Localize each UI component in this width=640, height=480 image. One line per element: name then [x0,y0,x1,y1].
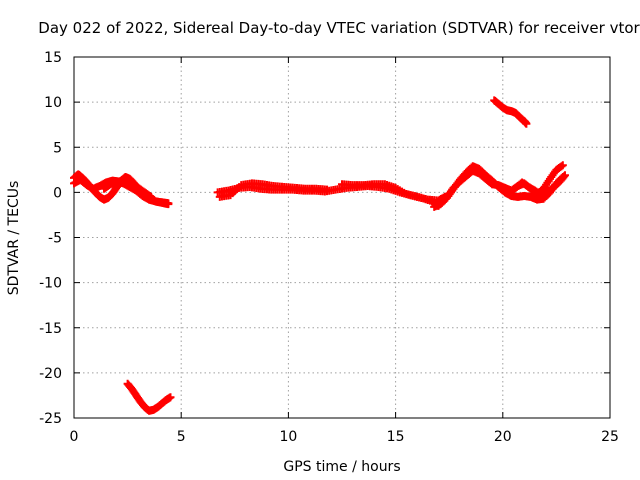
series-track-mid-2 [215,179,331,201]
data-point [164,199,173,208]
x-tick-label: 20 [494,429,512,445]
data-point [522,119,531,128]
series-track-negative [123,379,175,415]
y-tick-label: -25 [39,411,62,427]
x-tick-label: 25 [601,429,619,445]
y-tick-label: 15 [44,50,62,66]
x-axis-label: GPS time / hours [283,459,400,475]
y-tick-label: -5 [48,231,62,247]
grid-lines [74,57,610,418]
y-tick-label: 10 [44,95,62,111]
data-point [558,161,567,170]
x-tick-label: 10 [279,429,297,445]
data-point [322,185,331,194]
series-track-high [490,96,531,128]
x-tick-label: 5 [177,429,186,445]
y-tick-label: -20 [39,366,62,382]
x-tick-label: 15 [387,429,405,445]
y-tick-label: -10 [39,276,62,292]
data-points [70,96,569,415]
y-tick-label: -15 [39,321,62,337]
y-tick-label: 0 [53,185,62,201]
data-point [166,393,175,402]
y-axis-label: SDTVAR / TECUs [6,181,22,296]
series-track-early-3 [100,177,173,208]
data-point [560,171,569,180]
series-track-late-3 [511,171,569,200]
y-tick-label: 5 [53,140,62,156]
x-tick-label: 0 [70,429,79,445]
axis-ticks: 0 5 10 15 20 25 15 10 5 0 -5 -10 -15 -20 -25 [39,50,619,445]
chart-title: Day 022 of 2022, Sidereal Day-to-day VTE… [38,19,640,37]
